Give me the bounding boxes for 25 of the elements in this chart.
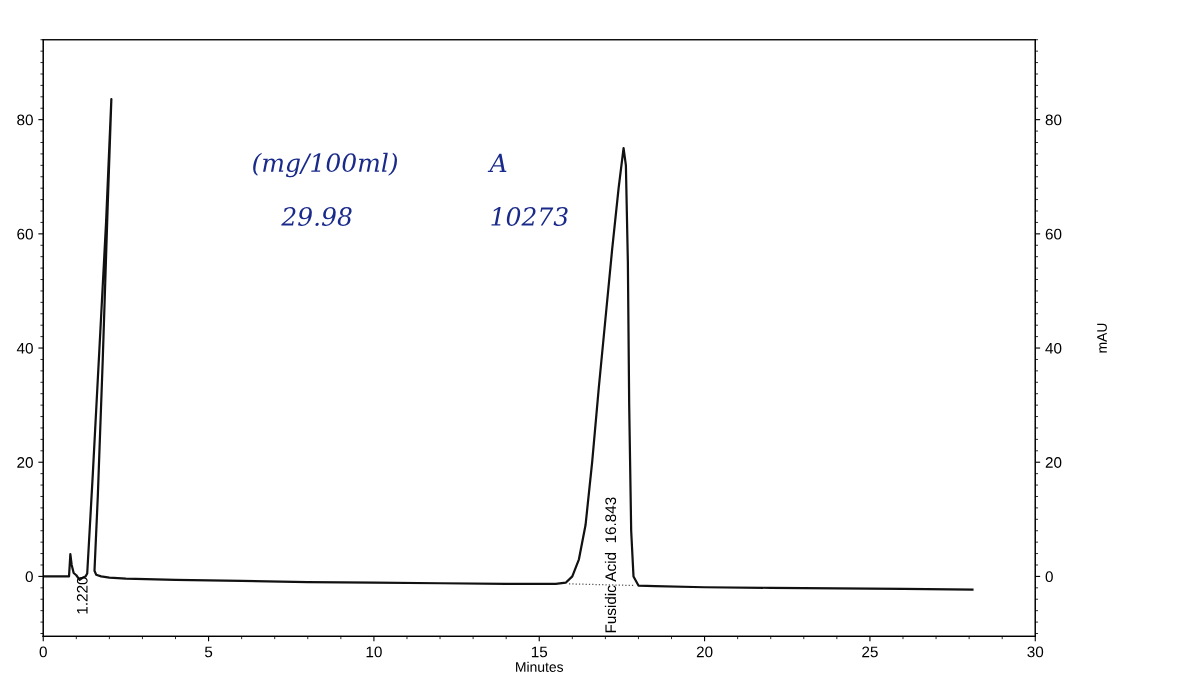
y2-tick-label: 40 xyxy=(1045,342,1062,354)
x-tick-label: 15 xyxy=(531,646,548,658)
annotation: 10273 xyxy=(491,207,568,226)
annotation: 1.220 xyxy=(76,577,88,614)
y2-tick-label: 80 xyxy=(1045,114,1062,126)
x-tick-label: 0 xyxy=(39,646,47,658)
annotation: Fusidic Acid 16.843 xyxy=(604,497,617,633)
x-tick-label: 25 xyxy=(862,646,878,658)
x-axis-title: Minutes xyxy=(516,661,564,672)
annotation: (mg/100ml) xyxy=(253,152,398,178)
annotation: A xyxy=(487,153,507,172)
y2-tick-label: 60 xyxy=(1045,228,1062,240)
y-tick-label: 20 xyxy=(17,457,33,468)
annotation: 29.98 xyxy=(281,207,352,226)
y-tick-label: 0 xyxy=(25,571,33,583)
x-tick-label: 20 xyxy=(696,646,713,658)
y-tick-label: 80 xyxy=(17,114,33,126)
y2-tick-label: 0 xyxy=(1045,571,1053,583)
y2-tick-label: 20 xyxy=(1045,457,1062,468)
y2-axis-title: mAU xyxy=(1097,323,1107,353)
y-tick-label: 60 xyxy=(17,228,33,240)
x-tick-label: 10 xyxy=(366,646,382,658)
y-tick-label: 40 xyxy=(16,342,33,354)
x-tick-label: 30 xyxy=(1027,646,1044,658)
x-tick-label: 5 xyxy=(204,646,213,658)
